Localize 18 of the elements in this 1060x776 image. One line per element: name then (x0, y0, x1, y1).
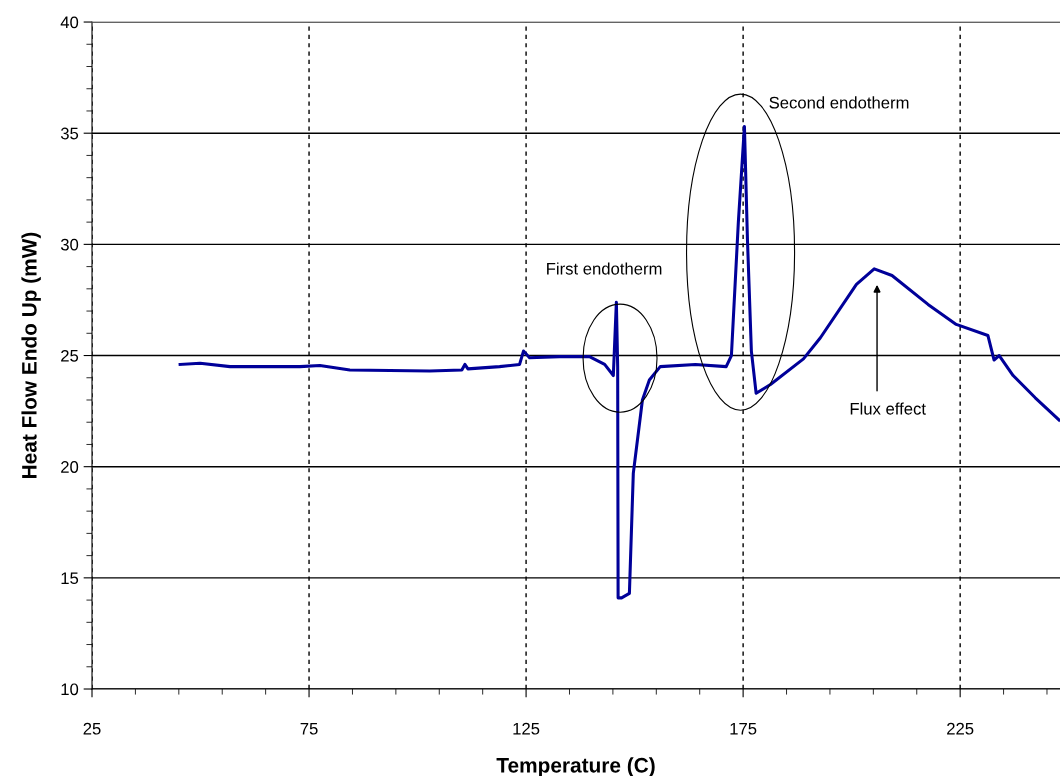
x-tick-label: 25 (83, 722, 101, 735)
line-series (178, 125, 1060, 600)
y-tick-label: 20 (61, 461, 79, 473)
annotation: Flux effect (850, 402, 926, 415)
y-tick-label: 40 (60, 16, 79, 29)
x-axis-title: Temperature (C) (496, 757, 655, 776)
y-tick-label: 30 (60, 238, 79, 251)
y-tick-label: 35 (60, 127, 79, 140)
y-tick-label: 10 (61, 683, 79, 696)
x-tick-label: 125 (513, 722, 540, 735)
y-axis-title: Heat Flow Endo Up (mW) (21, 232, 41, 478)
annotation: Second endotherm (769, 96, 909, 109)
y-tick-label: 25 (61, 349, 79, 362)
x-tick-label: 175 (730, 722, 757, 735)
annotation: First endotherm (547, 262, 662, 275)
x-tick-label: 225 (947, 722, 974, 735)
y-tick-label: 15 (61, 572, 79, 585)
x-tick-label: 75 (300, 722, 318, 735)
